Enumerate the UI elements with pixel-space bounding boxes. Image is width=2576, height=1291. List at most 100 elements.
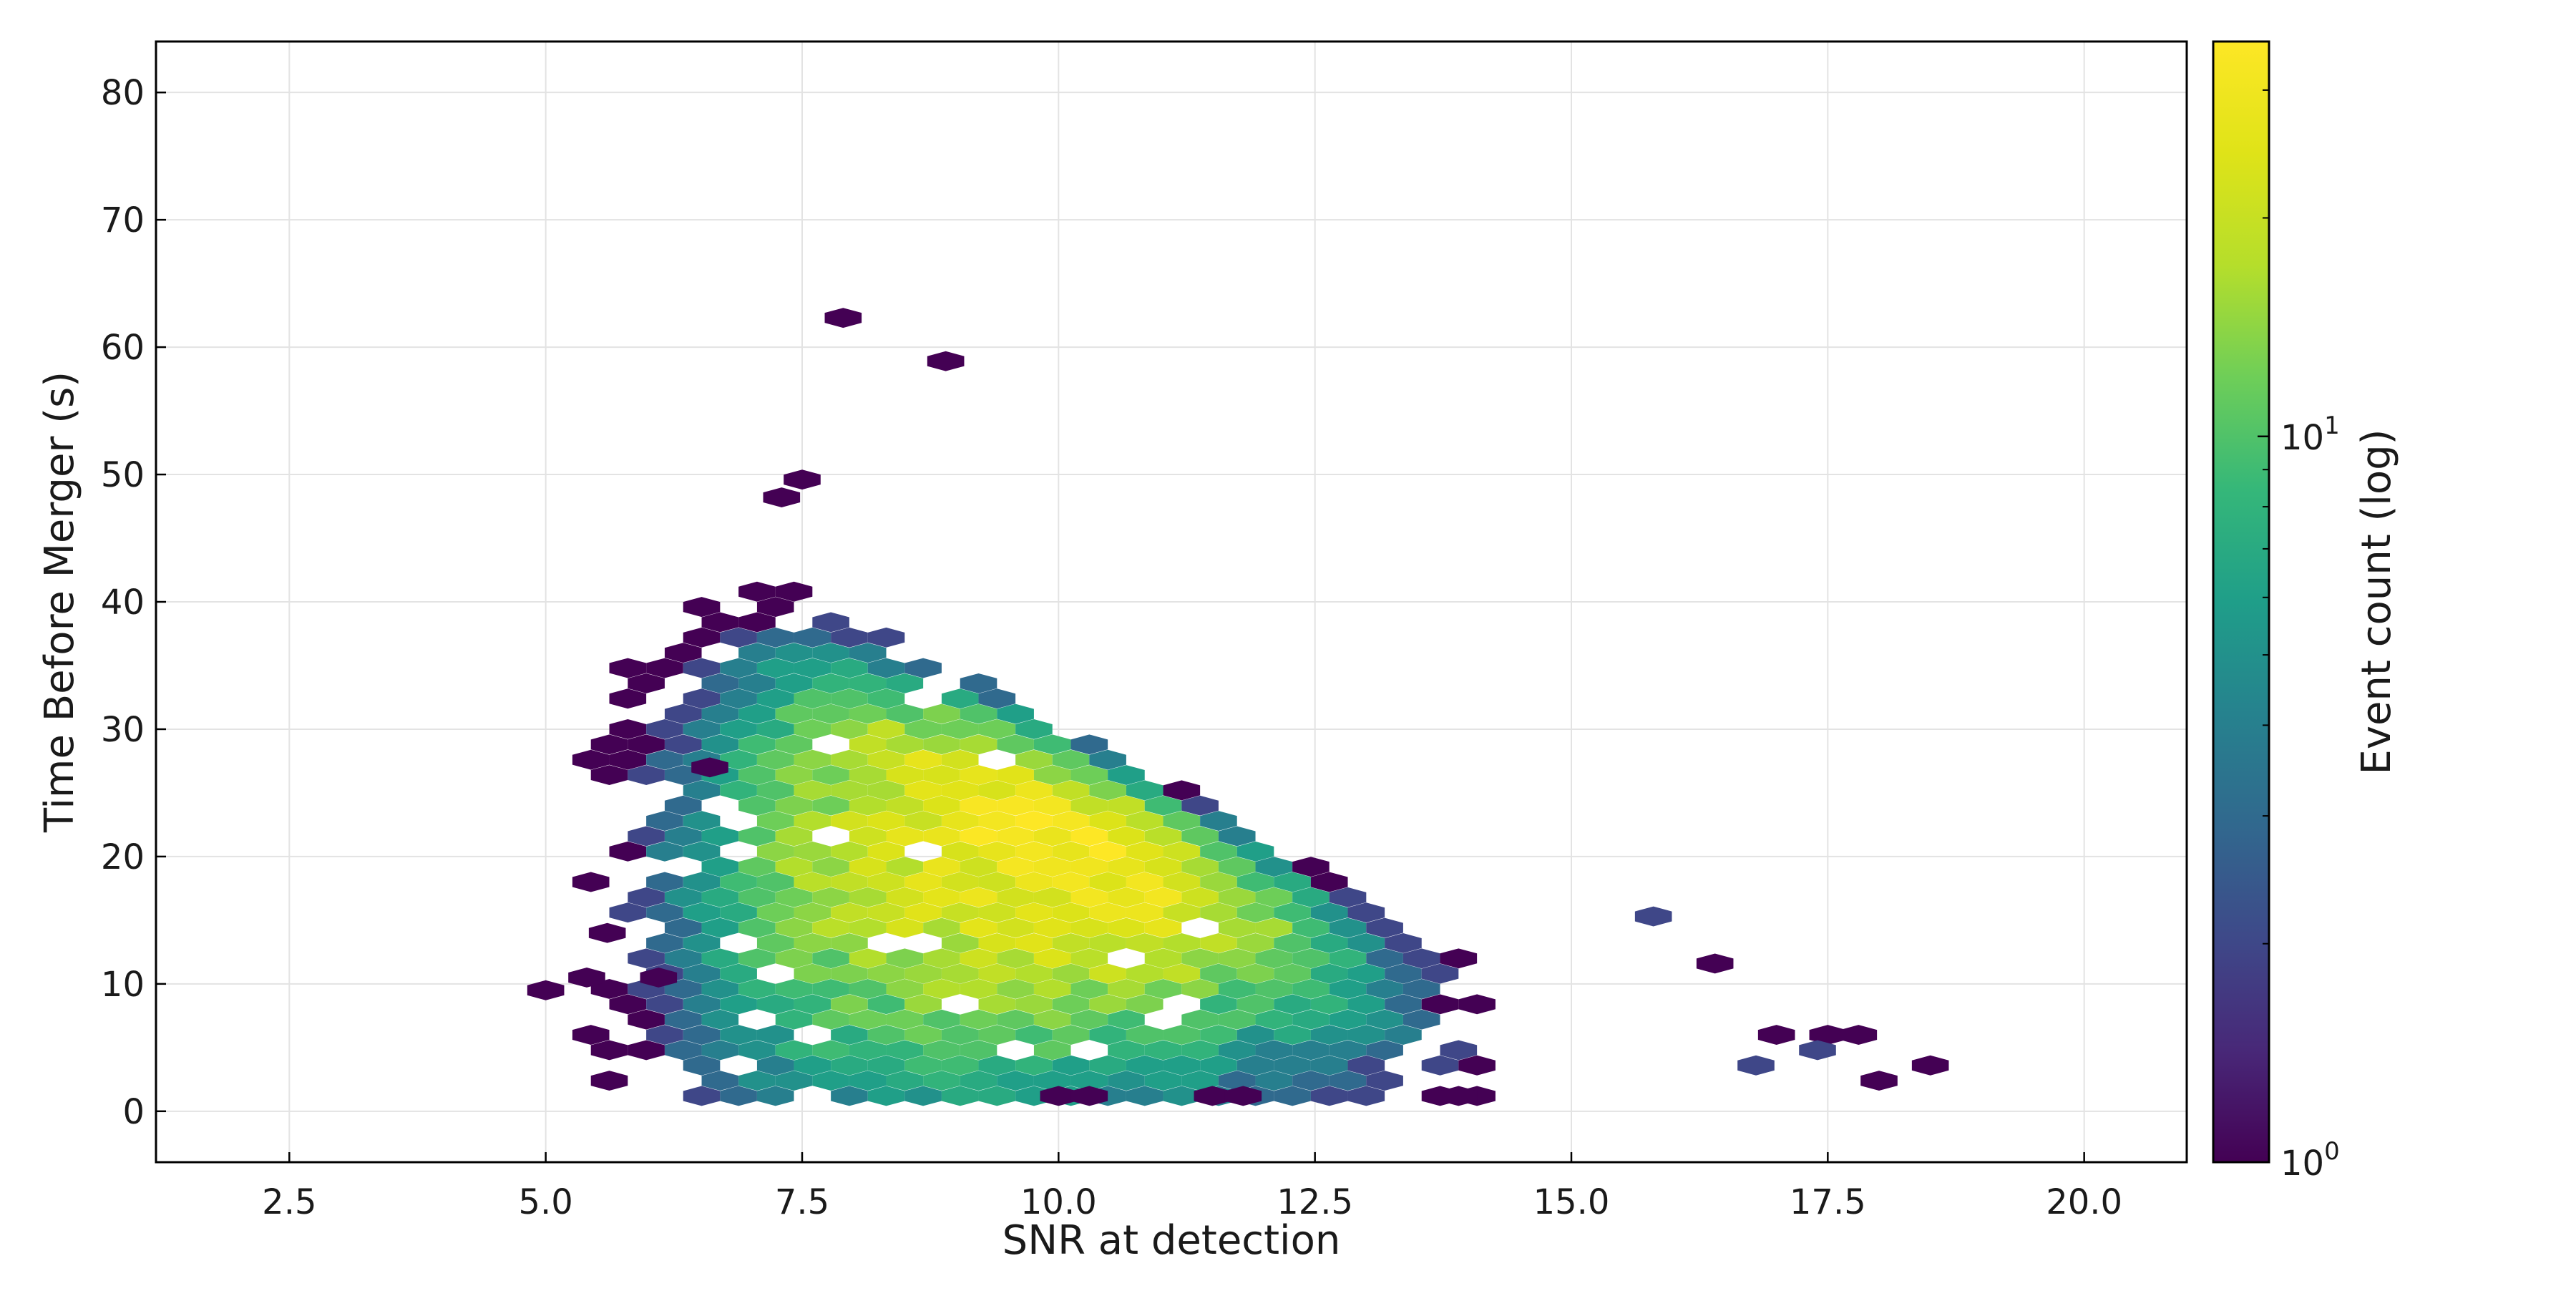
hexbin-cell [978, 841, 1016, 862]
hexbin-cell [1070, 826, 1108, 847]
hexbin-cell [812, 795, 849, 816]
hexbin-cell-outlier [1737, 1055, 1775, 1076]
hexbin-cell [1236, 963, 1274, 984]
hexbin-cell [701, 857, 739, 877]
hexbin-cell [812, 857, 849, 877]
hexbin-cell-outlier [691, 757, 728, 778]
hexbin-cell [1070, 857, 1108, 877]
hexbin-cell [775, 1071, 813, 1091]
y-tick-label: 10 [101, 965, 145, 1005]
hexbin-cell [775, 673, 813, 693]
hexbin-cell [609, 841, 647, 862]
hexbin-cell [849, 826, 887, 847]
hexbin-cell [775, 795, 813, 816]
hexbin-cell [1218, 1009, 1256, 1030]
hexbin-cell [1144, 948, 1182, 969]
y-axis-ticks: 0 10 20 30 40 50 60 70 80 [101, 73, 166, 1132]
hexbin-cell [1181, 979, 1219, 999]
hexbin-cell [646, 1025, 683, 1045]
hexbin-cell [738, 765, 776, 785]
hexbin-cell [904, 749, 942, 770]
hexbin-cell [1015, 994, 1053, 1015]
hexbin-cell [720, 1086, 757, 1106]
hexbin-cell [941, 902, 979, 923]
hexbin-cell [1402, 1009, 1440, 1030]
hexbin-cell [886, 765, 924, 785]
hexbin-cell [720, 719, 757, 739]
x-axis-ticks: 2.5 5.0 7.5 10.0 12.5 15.0 17.5 20.0 [262, 1152, 2122, 1222]
hexbin-cell [1255, 1009, 1293, 1030]
hexbin-cell [1126, 780, 1163, 801]
hexbin-cell [683, 627, 721, 648]
hexbin-cell [1200, 811, 1237, 832]
hexbin-cell [683, 811, 721, 832]
hexbin-cell [1181, 857, 1219, 877]
hexbin-cell [941, 811, 979, 832]
hexbin-cell [923, 979, 960, 999]
hexbin-cell [867, 1025, 905, 1045]
hexbin-cell [1200, 1025, 1237, 1045]
y-tick-label: 50 [101, 455, 145, 495]
hexbin-cell [572, 749, 610, 770]
hexbin-cell [609, 749, 647, 770]
hexbin-cell [1015, 902, 1053, 923]
hexbin-cell [1163, 1055, 1201, 1076]
hexbin-cell [720, 872, 757, 892]
hexbin-cell [756, 780, 794, 801]
hexbin-cell [775, 948, 813, 969]
hexbin-cell [886, 948, 924, 969]
hexbin-cell [628, 673, 665, 693]
hexbin-cell [960, 917, 997, 938]
hexbin-cell [683, 597, 721, 618]
x-tick-label: 5.0 [518, 1182, 572, 1222]
hexbin-cell [923, 1040, 960, 1061]
hexbin-cell [683, 658, 721, 678]
hexbin-cell [867, 1086, 905, 1106]
hexbin-cell [609, 658, 647, 678]
hexbin-cell [1033, 979, 1071, 999]
hexbin-cell [831, 902, 868, 923]
hexbin-cell [1033, 765, 1071, 785]
hexbin-cell [683, 963, 721, 984]
hexbin-cell [1236, 1025, 1274, 1045]
hexbin-cell [1126, 811, 1163, 832]
hexbin-cell [775, 887, 813, 907]
hexbin-cell [960, 857, 997, 877]
hexbin-cell-outlier [527, 980, 565, 1000]
hexbin-cell [1347, 1025, 1385, 1045]
hexbin-cell [923, 857, 960, 877]
hexbin-cell [941, 1086, 979, 1106]
hexbin-cell [775, 826, 813, 847]
hexbin-cell [1310, 1025, 1348, 1045]
hexbin-cell [701, 948, 739, 969]
hexbin-cell [1458, 1055, 1496, 1076]
hexbin-cell [1052, 811, 1090, 832]
hexbin-cell [738, 979, 776, 999]
hexbin-cell [1347, 1055, 1385, 1076]
hexbin-cell [1126, 1055, 1163, 1076]
hexbin-cell [664, 979, 702, 999]
hexbin-cell [978, 780, 1016, 801]
hexbin-cell [904, 658, 942, 678]
hexbin-cell [978, 1086, 1016, 1106]
hexbin-cell [794, 811, 831, 832]
hexbin-cell [775, 857, 813, 877]
hexbin-cell [738, 734, 776, 755]
hexbin-cell [812, 643, 849, 663]
hexbin-cell [904, 1055, 942, 1076]
hexbin-cell [738, 581, 776, 602]
hexbin-cell [701, 612, 739, 633]
hexbin-cell [720, 994, 757, 1015]
hexbin-cell [1200, 872, 1237, 892]
hexbin-cell [683, 1025, 721, 1045]
hexbin-cell [923, 795, 960, 816]
hexbin-cell [701, 1071, 739, 1091]
hexbin-cell-outlier [640, 968, 678, 988]
hexbin-cell [1015, 1055, 1053, 1076]
hexbin-cell [997, 1009, 1034, 1030]
hexbin-cell [867, 688, 905, 709]
hexbin-cell [1181, 826, 1219, 847]
hexbin-cell [664, 734, 702, 755]
hexbin-cell [1310, 1086, 1348, 1106]
